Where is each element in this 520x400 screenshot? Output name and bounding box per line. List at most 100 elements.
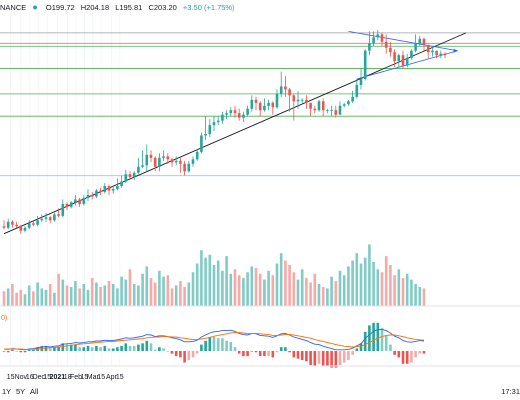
candle-body xyxy=(179,160,182,164)
volume-bar xyxy=(23,294,27,306)
macd-histogram-bar xyxy=(116,347,119,351)
macd-histogram-bar xyxy=(410,351,413,363)
candle-body xyxy=(439,53,443,56)
macd-histogram-bar xyxy=(195,351,199,354)
candle-body xyxy=(145,154,149,166)
candle-body xyxy=(99,190,102,193)
candle-body xyxy=(414,43,417,51)
candle-body xyxy=(158,157,161,167)
candle-body xyxy=(208,125,212,135)
volume-bar xyxy=(321,286,325,306)
macd-histogram-bar xyxy=(15,351,18,352)
volume-bar xyxy=(393,275,396,306)
macd-histogram-bar xyxy=(204,340,207,351)
macd-histogram-bar xyxy=(158,347,161,351)
candle-body xyxy=(372,37,375,44)
volume-bar xyxy=(296,279,300,306)
x-tick-label: 15 xyxy=(97,374,105,381)
volume-bar xyxy=(410,279,413,306)
x-tick-label: 15 xyxy=(116,374,124,381)
macd-histogram-bar xyxy=(296,351,300,359)
candle-body xyxy=(195,151,199,160)
volume-bar xyxy=(237,275,241,306)
volume-bar xyxy=(359,263,363,306)
macd-histogram-bar xyxy=(11,349,14,351)
volume-bar xyxy=(32,291,35,306)
range-button-1y[interactable]: 1Y xyxy=(2,387,12,396)
candle-body xyxy=(6,221,10,228)
candle-body xyxy=(221,114,224,121)
x-tick-label: 15 xyxy=(7,374,15,381)
macd-line xyxy=(3,328,425,351)
macd-histogram-bar xyxy=(330,351,333,368)
volume-bar xyxy=(242,278,245,306)
macd-histogram-bar xyxy=(99,347,102,351)
volume-bar xyxy=(162,276,165,306)
macd-histogram-bar xyxy=(363,331,367,351)
macd-histogram-bar xyxy=(347,351,350,360)
volume-bar xyxy=(158,270,161,306)
macd-histogram-bar xyxy=(351,351,354,355)
macd-histogram-bar xyxy=(422,351,426,354)
x-tick-label: 15 xyxy=(81,374,89,381)
volume-bar xyxy=(69,286,73,306)
candle-body xyxy=(435,50,438,56)
macd-histogram-bar xyxy=(418,351,422,354)
candle-body xyxy=(258,102,262,111)
volume-bar xyxy=(271,275,275,306)
candle-body xyxy=(69,202,73,207)
macd-histogram-bar xyxy=(145,340,149,351)
candle-body xyxy=(170,159,174,163)
candle-body xyxy=(57,214,60,216)
volume-bar xyxy=(288,264,291,306)
candle-body xyxy=(48,217,52,221)
candle-body xyxy=(431,50,434,53)
candle-body xyxy=(342,104,346,106)
macd-histogram-bar xyxy=(288,351,291,353)
candle-body xyxy=(229,110,233,114)
macd-histogram-bar xyxy=(342,351,346,363)
candle-body xyxy=(246,108,249,115)
macd-histogram-bar xyxy=(338,351,342,366)
volume-bar xyxy=(418,286,422,306)
macd-histogram-bar xyxy=(6,351,10,353)
macd-histogram-bar xyxy=(389,344,392,351)
ohlc-header: NANCE ● O199.72 H204.18 L195.81 C203.20 … xyxy=(0,2,239,16)
volume-bar xyxy=(338,270,342,306)
macd-histogram-bar xyxy=(103,345,107,351)
macd-histogram-bar xyxy=(137,344,140,351)
candle-body xyxy=(376,34,380,38)
macd-histogram-bar xyxy=(153,349,157,351)
macd-histogram-bar xyxy=(120,345,123,351)
range-button-all[interactable]: All xyxy=(30,387,39,396)
macd-histogram-bar xyxy=(48,348,52,351)
volume-bar xyxy=(145,266,149,306)
candle-body xyxy=(86,195,90,198)
volume-bar xyxy=(363,257,367,306)
volume-bar xyxy=(61,279,65,306)
symbol-label: NANCE xyxy=(0,3,27,12)
volume-bar xyxy=(368,244,371,306)
macd-histogram-bar xyxy=(376,322,380,351)
clock-readout: 17:31 xyxy=(501,387,520,396)
range-button-5y[interactable]: 5Y xyxy=(16,387,26,396)
macd-histogram-bar xyxy=(275,351,279,353)
volume-bar xyxy=(86,289,90,306)
candle-body xyxy=(116,186,119,190)
volume-bar xyxy=(246,272,249,306)
candle-body xyxy=(296,99,300,102)
candle-body xyxy=(27,223,31,228)
macd-histogram-bar xyxy=(212,336,216,351)
volume-bar xyxy=(305,278,308,306)
macd-histogram-bar xyxy=(53,347,56,351)
volume-bar xyxy=(82,284,86,306)
bottom-toolbar: 1Y 5Y All 17:31 xyxy=(0,383,520,400)
macd-histogram-bar xyxy=(284,347,287,351)
candle-body xyxy=(250,99,254,109)
candle-body xyxy=(292,95,296,102)
volume-bar xyxy=(405,273,409,306)
volume-bar xyxy=(170,288,174,306)
volume-bar xyxy=(221,270,224,306)
